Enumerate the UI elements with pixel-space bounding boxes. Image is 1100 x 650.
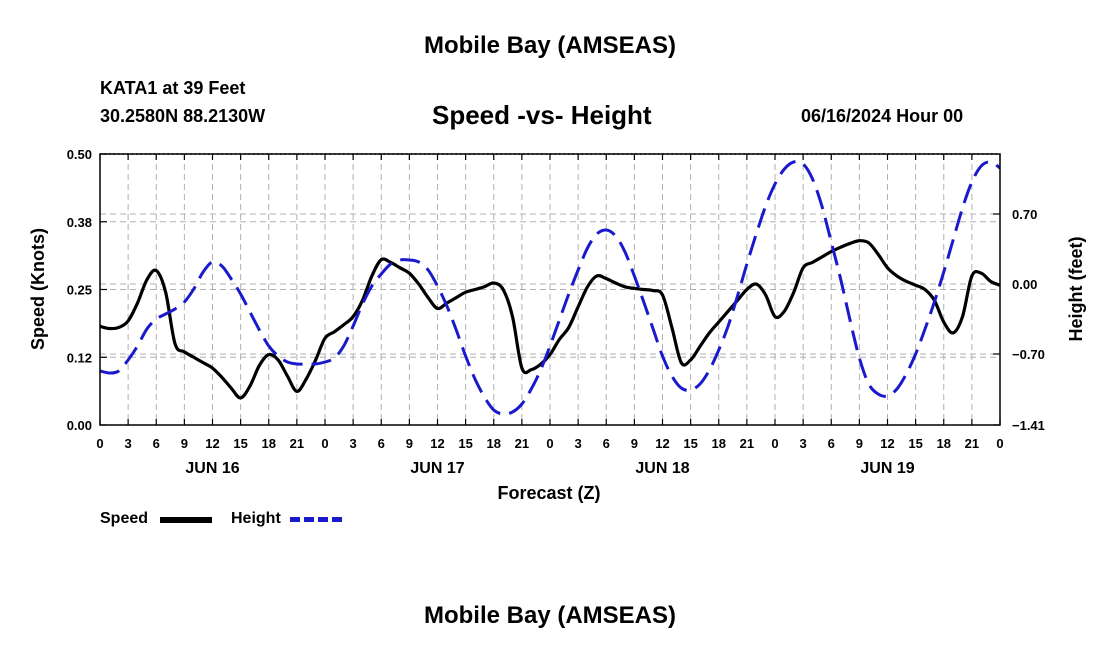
x-tick-label: 3 [800,436,807,451]
y2-tick-label: 0.70 [1012,207,1037,222]
legend-height-swatch [290,517,342,522]
x-tick-label: 18 [712,436,726,451]
grid-layer [100,154,1000,425]
y2-tick-label: −1.41 [1012,418,1045,433]
series-height-line [100,160,1000,416]
x-day-label: JUN 18 [635,460,689,477]
x-tick-label: 15 [233,436,247,451]
x-tick-label: 12 [430,436,444,451]
x-tick-label: 9 [631,436,638,451]
x-tick-label: 9 [406,436,413,451]
y2-tick-label: 0.00 [1012,277,1037,292]
x-tick-label: 18 [262,436,276,451]
x-tick-label: 0 [96,436,103,451]
footer-title: Mobile Bay (AMSEAS) [423,602,677,629]
y-tick-label: 0.12 [67,350,92,365]
x-tick-label: 9 [856,436,863,451]
chart-subtitle: Speed -vs- Height [432,100,652,130]
x-day-label: JUN 17 [410,460,464,477]
x-tick-label: 6 [603,436,610,451]
station-label: KATA1 at 39 Feet [100,78,246,98]
y-tick-label: 0.00 [67,418,92,433]
x-tick-label: 0 [996,436,1003,451]
forecast-datetime: 06/16/2024 Hour 00 [801,106,964,126]
x-tick-label: 12 [205,436,219,451]
legend-speed-swatch [160,517,212,523]
x-tick-label: 21 [515,436,529,451]
x-tick-label: 15 [908,436,922,451]
labels-layer: Forecast (Z) Speed (Knots) Height (feet)… [28,147,1086,503]
x-tick-label: 12 [655,436,669,451]
x-tick-label: 9 [181,436,188,451]
x-tick-label: 3 [125,436,132,451]
x-tick-label: 21 [740,436,754,451]
y2-axis-title: Height (feet) [1066,237,1086,342]
y-tick-label: 0.50 [67,147,92,162]
y-tick-label: 0.25 [67,283,92,298]
x-tick-label: 21 [965,436,979,451]
x-tick-label: 21 [290,436,304,451]
x-tick-label: 0 [546,436,553,451]
axes-layer [99,153,1001,426]
y-tick-label: 0.38 [67,215,92,230]
y-axis-title: Speed (Knots) [28,228,48,350]
x-tick-label: 18 [937,436,951,451]
x-tick-label: 15 [458,436,472,451]
x-tick-label: 0 [771,436,778,451]
x-tick-label: 15 [683,436,697,451]
legend-speed-label: Speed [100,510,149,527]
coordinates-label: 30.2580N 88.2130W [100,106,266,126]
x-day-label: JUN 19 [860,460,914,477]
x-tick-label: 12 [880,436,894,451]
x-tick-label: 3 [350,436,357,451]
x-tick-label: 3 [575,436,582,451]
series-speed-line [100,239,1000,400]
x-axis-title: Forecast (Z) [497,483,600,503]
legend-height-label: Height [231,510,281,527]
y2-tick-label: −0.70 [1012,347,1045,362]
x-tick-label: 6 [153,436,160,451]
x-tick-label: 6 [828,436,835,451]
x-tick-label: 0 [321,436,328,451]
series-layer [100,160,1000,416]
x-tick-label: 18 [487,436,501,451]
chart-title: Mobile Bay (AMSEAS) [423,32,677,59]
x-tick-label: 6 [378,436,385,451]
x-day-label: JUN 16 [185,460,239,477]
